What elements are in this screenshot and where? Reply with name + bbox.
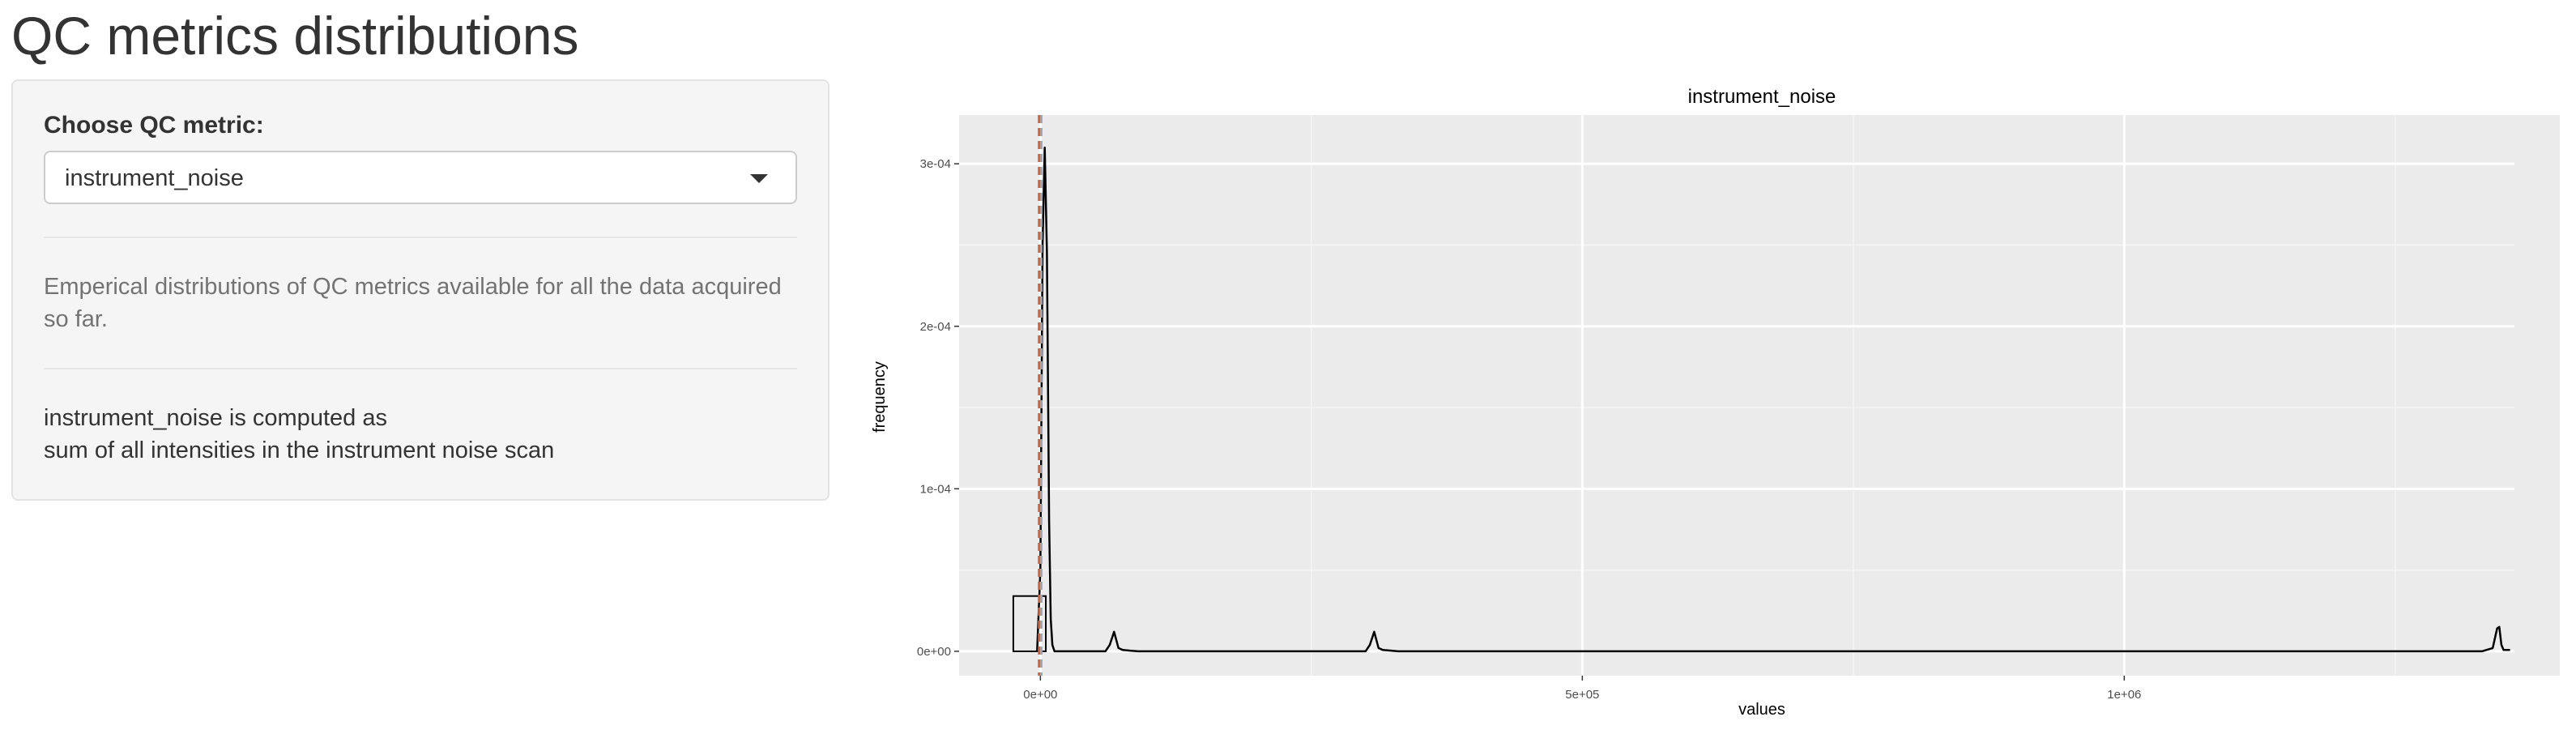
x-tick-label: 1e+06 [2107,688,2141,702]
y-tick-label: 1e-04 [920,482,951,496]
page-title: QC metrics distributions [11,6,579,66]
qc-metric-select-label: Choose QC metric: [44,112,264,139]
density-line [1036,146,2510,653]
y-tick-label: 0e+00 [917,645,951,659]
metric-description: instrument_noise is computed as sum of a… [44,402,797,467]
metric-description-line-1: instrument_noise is computed as [44,405,387,431]
y-tick-label: 2e-04 [920,320,951,334]
metric-description-line-2: sum of all intensities in the instrument… [44,437,555,463]
qc-metric-select[interactable]: instrument_noise [44,151,797,204]
chevron-down-icon[interactable] [750,174,768,183]
x-tick-label: 0e+00 [1023,688,1057,702]
plot-panel [959,115,2560,676]
reference-lines [1038,115,1043,676]
chart-title: instrument_noise [1688,86,1836,108]
y-axis-label: frequency [871,361,889,433]
x-tick-label: 5e+05 [1565,688,1599,702]
y-tick-label: 3e-04 [920,157,951,171]
divider [44,237,797,238]
density-layer [1036,146,2510,653]
histogram-bar [1012,595,1047,652]
axis-ticks: 0e+00 5e+05 1e+06 0e+00 1e-04 2e-04 3e-04 [917,157,2142,702]
histogram-layer [1012,595,1047,652]
distribution-plot: instrument_noise frequency values 0e+00 5… [871,86,2560,719]
help-text: Emperical distributions of QC metrics av… [44,274,782,332]
qc-metric-select-value: instrument_noise [65,165,244,191]
sidebar-panel: Choose QC metric: instrument_noise Emper… [11,79,830,501]
divider [44,368,797,369]
x-axis-label: values [1738,701,1785,719]
